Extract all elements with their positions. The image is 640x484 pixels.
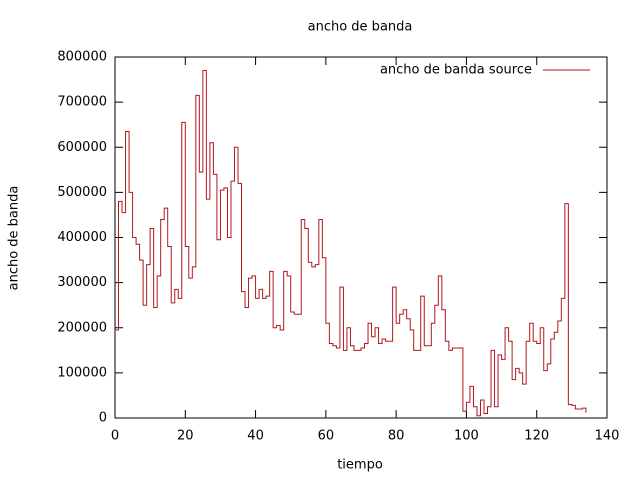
x-tick-label: 40 xyxy=(247,429,264,444)
y-axis-label: ancho de banda xyxy=(7,186,22,291)
step-line xyxy=(115,70,587,417)
y-tick-label: 0 xyxy=(99,411,107,426)
x-tick-label: 100 xyxy=(454,429,479,444)
y-tick-label: 300000 xyxy=(57,275,107,290)
y-tick-label: 500000 xyxy=(57,185,107,200)
y-tick-label: 800000 xyxy=(57,50,107,65)
x-axis-label: tiempo xyxy=(337,458,383,473)
chart-title: ancho de banda xyxy=(308,20,413,35)
y-tick-label: 200000 xyxy=(57,320,107,335)
x-tick-label: 20 xyxy=(177,429,194,444)
x-tick-label: 120 xyxy=(524,429,549,444)
legend-label: ancho de banda source xyxy=(380,63,532,78)
x-tick-label: 0 xyxy=(111,429,119,444)
y-tick-label: 700000 xyxy=(57,95,107,110)
x-tick-label: 80 xyxy=(388,429,405,444)
y-tick-label: 600000 xyxy=(57,140,107,155)
y-tick-label: 400000 xyxy=(57,230,107,245)
x-tick-label: 140 xyxy=(595,429,620,444)
x-tick-label: 60 xyxy=(318,429,335,444)
y-tick-label: 100000 xyxy=(57,365,107,380)
